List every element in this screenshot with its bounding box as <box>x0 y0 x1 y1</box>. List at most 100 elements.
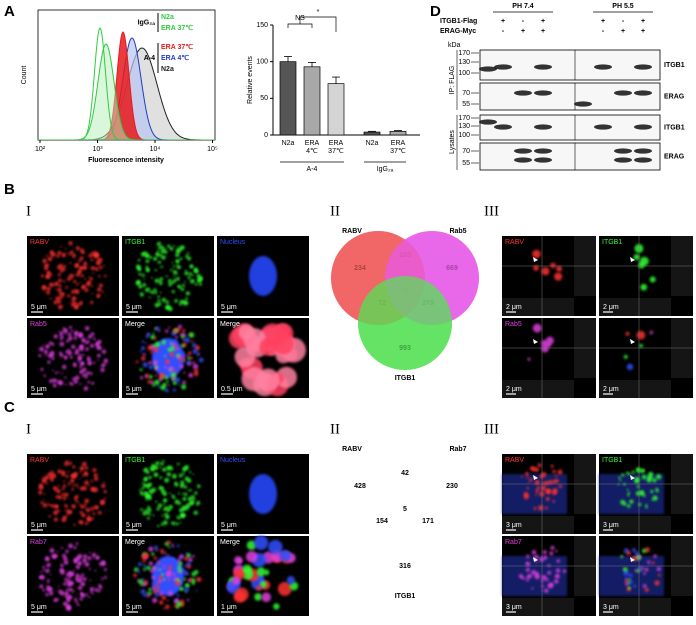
tick-label: 10⁴ <box>150 146 161 153</box>
band <box>594 64 612 70</box>
signal <box>167 540 171 545</box>
signal <box>534 479 540 486</box>
protein-label: ERAG <box>664 153 685 160</box>
signal <box>42 477 46 481</box>
group-label: A-4 <box>307 166 318 173</box>
signal <box>72 466 75 469</box>
signal <box>47 472 53 477</box>
signal <box>539 491 545 497</box>
signal <box>141 482 144 485</box>
signal <box>77 585 83 591</box>
signal <box>64 509 67 512</box>
signal <box>97 287 102 292</box>
signal <box>145 265 149 269</box>
signal <box>59 568 65 573</box>
signal <box>79 471 82 474</box>
channel-label: Rab7 <box>30 539 47 546</box>
signal <box>138 272 142 276</box>
signal <box>192 361 195 365</box>
signal <box>177 565 182 570</box>
signal <box>38 354 41 357</box>
signal <box>60 546 64 550</box>
signal <box>57 330 60 333</box>
signal <box>143 568 146 571</box>
signal <box>183 485 188 489</box>
signal <box>154 365 158 369</box>
error-bar <box>284 56 292 62</box>
signal <box>547 570 552 575</box>
signal <box>142 283 147 287</box>
signal <box>526 554 530 559</box>
sign: + <box>521 28 525 35</box>
signal <box>83 386 89 391</box>
signal <box>75 246 80 251</box>
scale-label: 2 μm <box>603 386 619 393</box>
signal <box>167 279 172 283</box>
sign: + <box>601 18 605 25</box>
signal <box>39 584 44 589</box>
signal <box>68 241 73 246</box>
signal <box>69 355 73 359</box>
signal <box>56 489 61 494</box>
signal <box>168 504 173 510</box>
signal <box>180 483 185 488</box>
signal <box>94 587 98 592</box>
signal <box>163 564 170 570</box>
signal <box>84 506 87 509</box>
signal <box>531 550 537 555</box>
signal <box>178 473 183 478</box>
signal <box>548 480 553 485</box>
signal <box>75 495 79 499</box>
signal <box>175 252 180 258</box>
signal <box>159 265 162 268</box>
signal <box>155 461 160 466</box>
signal <box>91 592 94 595</box>
signal <box>194 282 198 286</box>
marker-label: 55 <box>462 101 470 108</box>
scale-label: 3 μm <box>506 604 522 611</box>
signal <box>89 277 93 281</box>
signal <box>649 330 654 335</box>
signal <box>49 548 55 553</box>
signal <box>176 350 180 354</box>
axis-label: Count <box>21 66 28 85</box>
scale-label: 5 μm <box>221 522 237 529</box>
signal <box>627 578 631 582</box>
band <box>614 90 632 96</box>
signal <box>92 468 97 473</box>
signal <box>89 579 92 582</box>
signal <box>77 269 82 274</box>
signal <box>71 300 75 304</box>
sign: + <box>541 28 545 35</box>
signal <box>163 354 167 358</box>
signal <box>145 334 149 339</box>
signal <box>45 274 50 279</box>
sign: - <box>522 18 525 25</box>
sign: - <box>622 18 625 25</box>
signal <box>59 341 65 347</box>
signal <box>176 544 180 548</box>
signal <box>523 492 529 497</box>
signal <box>158 575 163 580</box>
set-label: Rab7 <box>449 446 466 453</box>
signal <box>163 339 166 342</box>
signal <box>90 258 94 261</box>
signal <box>82 577 87 581</box>
signal <box>191 274 194 277</box>
group-label: IgG₂ₐ <box>377 166 394 173</box>
signal <box>53 517 58 522</box>
signal <box>74 498 77 502</box>
channel-label: Nucleus <box>220 457 246 464</box>
x-tick-label: N2a <box>366 140 379 147</box>
signal <box>67 470 70 473</box>
signal <box>51 357 55 361</box>
signal <box>49 591 54 596</box>
region-count: 42 <box>401 470 409 477</box>
signal <box>79 281 82 283</box>
signal <box>79 365 83 369</box>
signal <box>176 605 180 609</box>
signal <box>60 245 62 248</box>
signal <box>48 563 51 566</box>
signal <box>64 376 67 379</box>
signal <box>647 560 651 564</box>
